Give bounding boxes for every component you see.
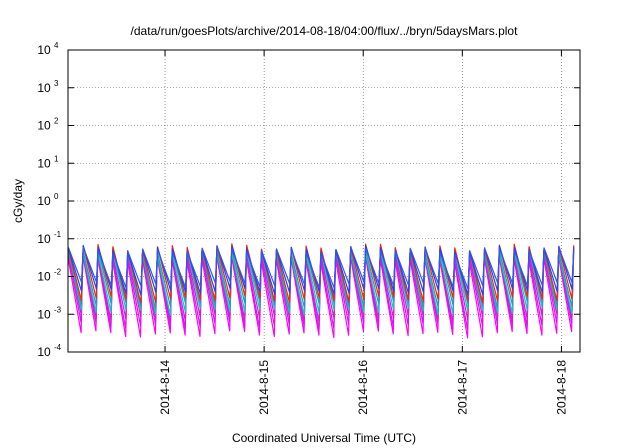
y-tick-exponent: 2 [54, 117, 59, 126]
series-lines [67, 243, 575, 339]
y-tick-exponent: 3 [54, 79, 59, 88]
y-tick-label: 10 [37, 232, 51, 246]
series-line [67, 246, 575, 290]
y-tick-exponent: -4 [54, 343, 62, 352]
y-tick-label: 10 [37, 307, 51, 321]
y-tick-exponent: -1 [54, 230, 62, 239]
x-tick-label: 2014-8-15 [257, 360, 271, 415]
y-tick-label: 10 [37, 43, 51, 57]
y-tick-exponent: -3 [54, 305, 62, 314]
y-tick-exponent: 1 [54, 154, 59, 163]
chart-title: /data/run/goesPlots/archive/2014-08-18/0… [131, 24, 519, 38]
y-tick-label: 10 [37, 270, 51, 284]
y-tick-label: 10 [37, 156, 51, 170]
y-tick-label: 10 [37, 119, 51, 133]
y-tick-exponent: -2 [54, 268, 62, 277]
y-tick-exponent: 4 [54, 41, 59, 50]
x-tick-label: 2014-8-17 [455, 360, 469, 415]
y-tick-exponent: 0 [54, 192, 59, 201]
y-tick-label: 10 [37, 81, 51, 95]
y-axis-label: cGy/day [11, 179, 25, 223]
y-tick-label: 10 [37, 345, 51, 359]
x-axis-label: Coordinated Universal Time (UTC) [232, 431, 416, 445]
x-tick-label: 2014-8-16 [356, 360, 370, 415]
x-tick-label: 2014-8-14 [158, 360, 172, 415]
y-tick-label: 10 [37, 194, 51, 208]
grid-lines [68, 50, 580, 352]
x-tick-label: 2014-8-18 [554, 360, 568, 415]
x-axis: 2014-8-14 2014-8-15 2014-8-16 2014-8-17 2014… [158, 50, 568, 415]
